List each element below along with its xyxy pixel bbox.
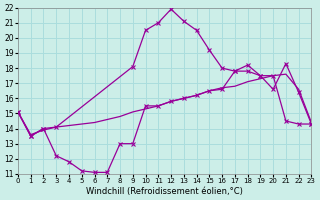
X-axis label: Windchill (Refroidissement éolien,°C): Windchill (Refroidissement éolien,°C): [86, 187, 243, 196]
